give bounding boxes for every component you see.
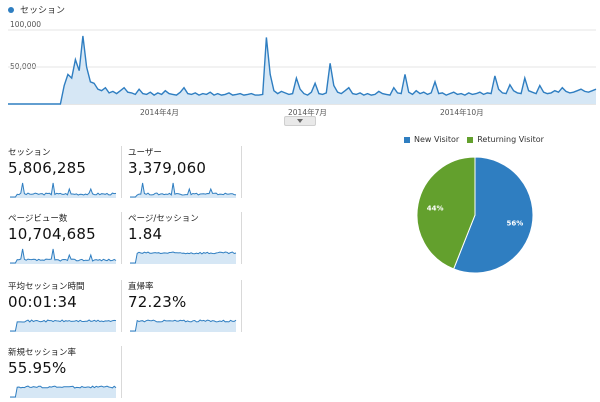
sparkline-area [10, 320, 116, 332]
divider [121, 212, 122, 264]
metric-label: ユーザー [128, 148, 162, 158]
series-line [8, 35, 597, 105]
pie-legend-label: Returning Visitor [477, 135, 544, 144]
metric-card-pages-per-session[interactable]: ページ/セッション 1.84 [128, 212, 238, 268]
metric-label: 新規セッション率 [8, 348, 77, 358]
sparkline-line [130, 319, 237, 332]
legend-swatch-icon [467, 136, 474, 143]
metric-label: ページビュー数 [8, 214, 68, 224]
metric-value: 55.95% [8, 359, 67, 377]
legend-swatch-icon [404, 136, 410, 143]
sparkline-line [10, 182, 117, 198]
sessions-line-chart [8, 29, 597, 105]
chart-legend: セッション [8, 3, 65, 16]
legend-label: セッション [20, 6, 66, 16]
y-tick-label: 100,000 [10, 20, 42, 29]
pie-legend: New Visitor Returning Visitor [404, 135, 552, 144]
sparkline-line [10, 319, 117, 332]
sparkline [130, 251, 237, 264]
metric-card-avg-session-duration[interactable]: 平均セッション時間 00:01:34 [8, 280, 118, 336]
pie-legend-item[interactable]: Returning Visitor [467, 135, 544, 144]
metric-value: 72.23% [128, 293, 187, 311]
metric-label: 平均セッション時間 [8, 282, 85, 292]
divider [121, 346, 122, 398]
metric-card-new-sessions[interactable]: 新規セッション率 55.95% [8, 346, 118, 402]
metric-card-sessions[interactable]: セッション 5,806,285 [8, 146, 118, 202]
sparkline [10, 385, 117, 398]
sparkline [130, 319, 237, 332]
x-tick-label: 2014年10月 [440, 108, 484, 117]
metric-card-pageviews[interactable]: ページビュー数 10,704,685 [8, 212, 118, 268]
sparkline-area [10, 386, 116, 398]
sparkline-area [10, 249, 116, 264]
metric-label: セッション [8, 148, 51, 158]
visitor-pie-chart: 56% 44% [416, 156, 534, 274]
legend-dot-icon [8, 6, 14, 13]
metric-value: 10,704,685 [8, 225, 96, 243]
metric-value: 1.84 [128, 225, 163, 243]
metric-value: 00:01:34 [8, 293, 77, 311]
metric-value: 5,806,285 [8, 159, 87, 177]
metric-label: ページ/セッション [128, 214, 199, 224]
series-area [8, 35, 596, 104]
sparkline [10, 182, 117, 198]
pie-legend-item[interactable]: New Visitor [404, 135, 459, 144]
chevron-down-icon [297, 119, 303, 123]
divider [241, 212, 242, 264]
metric-label: 直帰率 [128, 282, 154, 292]
divider [121, 146, 122, 198]
chart-resize-handle[interactable] [284, 116, 316, 126]
pie-legend-label: New Visitor [414, 135, 460, 144]
sparkline-line [10, 248, 117, 264]
sparkline-area [10, 183, 116, 198]
metric-card-bounce-rate[interactable]: 直帰率 72.23% [128, 280, 238, 336]
sparkline-area [130, 252, 236, 264]
metric-value: 3,379,060 [128, 159, 207, 177]
sparkline-area [130, 320, 236, 332]
divider [121, 280, 122, 332]
pie-data-label: 56% [507, 220, 524, 228]
sparkline-area [130, 183, 236, 198]
sparkline [10, 319, 117, 332]
sparkline-line [130, 251, 237, 264]
sparkline [130, 182, 237, 198]
metric-card-users[interactable]: ユーザー 3,379,060 [128, 146, 238, 202]
x-tick-label: 2014年7月 [288, 108, 327, 117]
x-tick-label: 2014年4月 [140, 108, 179, 117]
divider [241, 146, 242, 198]
pie-data-label: 44% [427, 204, 444, 212]
pie-slice-returning-visitor [416, 156, 476, 270]
sparkline-line [130, 182, 237, 198]
pie-slice-new-visitor [453, 156, 534, 274]
sparkline [10, 248, 117, 264]
divider [241, 280, 242, 332]
sparkline-line [10, 385, 117, 398]
